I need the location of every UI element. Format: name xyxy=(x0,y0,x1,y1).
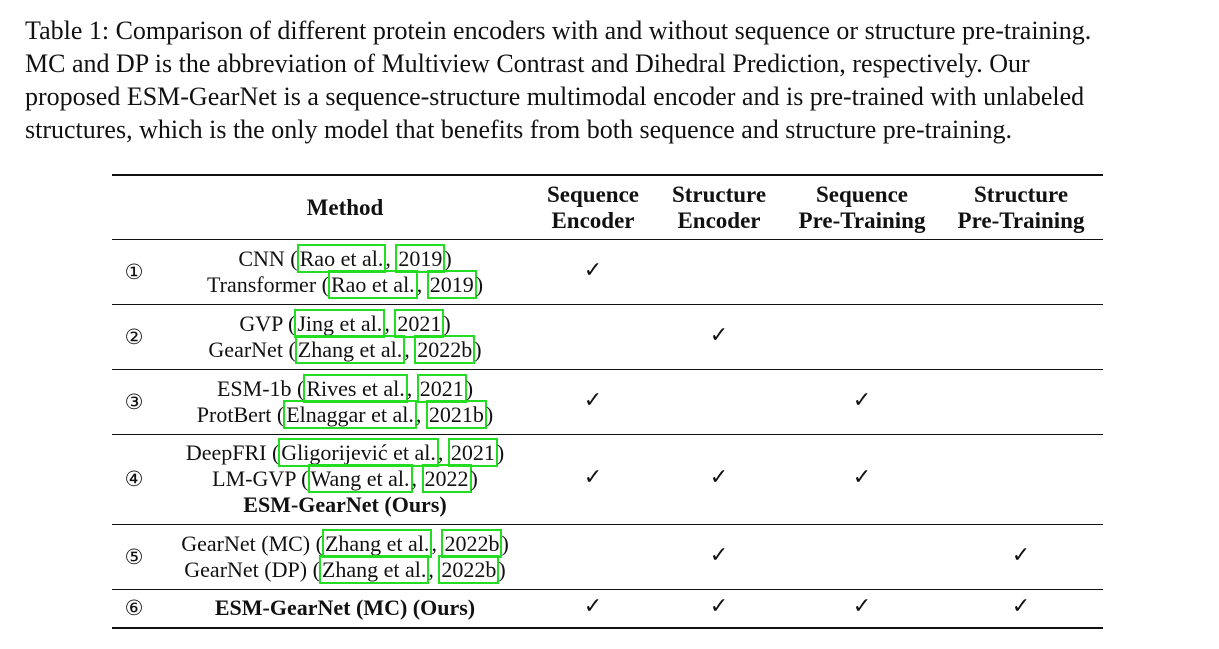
method-entry-ours: ESM-GearNet (MC) (Ours) xyxy=(214,595,476,620)
group-label: ③ xyxy=(124,390,144,414)
group-label: ⑤ xyxy=(124,545,144,569)
method-entry: CNN (Rao et al., 2019) xyxy=(238,244,452,273)
header-line: Structure xyxy=(671,182,767,207)
citation-author-link[interactable]: Jing et al. xyxy=(294,309,386,338)
method-entry: GearNet (DP) (Zhang et al., 2022b) xyxy=(184,555,506,584)
method-entry: GearNet (MC) (Zhang et al., 2022b) xyxy=(181,529,509,558)
check-mark: ✓ xyxy=(583,258,603,283)
group-rule xyxy=(112,369,1103,370)
header-line: Sequence xyxy=(816,182,908,207)
group-methods: GVP (Jing et al., 2021) GearNet (Zhang e… xyxy=(150,309,540,364)
header-line: Encoder xyxy=(677,208,761,233)
citation-author-link[interactable]: Zhang et al. xyxy=(294,335,406,364)
citation-year-link[interactable]: 2022 xyxy=(421,464,472,493)
citation-author-link[interactable]: Zhang et al. xyxy=(321,529,433,558)
group-methods: DeepFRI (Gligorijević et al., 2021) LM-G… xyxy=(150,438,540,518)
check-mark: ✓ xyxy=(583,594,603,619)
header-struct-encoder: Structure Encoder xyxy=(660,182,778,234)
citation-author-link[interactable]: Rives et al. xyxy=(303,374,408,403)
group-label: ⑥ xyxy=(124,596,144,620)
group-rule xyxy=(112,524,1103,525)
method-name: GVP xyxy=(239,311,283,336)
header-method: Method xyxy=(150,195,540,221)
check-mark: ✓ xyxy=(583,465,603,490)
citation-year-link[interactable]: 2019 xyxy=(426,270,477,299)
group-methods: CNN (Rao et al., 2019) Transformer (Rao … xyxy=(150,244,540,299)
check-mark: ✓ xyxy=(709,594,729,619)
check-mark: ✓ xyxy=(1011,594,1031,619)
method-entry: GearNet (Zhang et al., 2022b) xyxy=(208,335,482,364)
check-mark: ✓ xyxy=(852,594,872,619)
method-entry: ProtBert (Elnaggar et al., 2021b) xyxy=(196,400,494,429)
group-rule xyxy=(112,304,1103,305)
caption-line: structures, which is the only model that… xyxy=(25,115,1012,144)
caption-line: proposed ESM-GearNet is a sequence-struc… xyxy=(25,82,1085,111)
method-name: ESM-1b xyxy=(216,376,292,401)
citation-author-link[interactable]: Gligorijević et al. xyxy=(278,438,439,467)
check-mark: ✓ xyxy=(583,388,603,413)
check-mark: ✓ xyxy=(709,465,729,490)
check-mark: ✓ xyxy=(852,388,872,413)
citation-year-link[interactable]: 2021 xyxy=(394,309,445,338)
table-caption: Table 1: Comparison of different protein… xyxy=(25,14,1200,146)
method-name: ProtBert xyxy=(196,402,272,427)
citation-author-link[interactable]: Elnaggar et al. xyxy=(283,400,417,429)
method-entry: LM-GVP (Wang et al., 2022) xyxy=(212,464,478,493)
method-name: LM-GVP xyxy=(212,466,296,491)
citation-author-link[interactable]: Wang et al. xyxy=(307,464,413,493)
header-struct-pretraining: Structure Pre-Training xyxy=(948,182,1094,234)
citation-year-link[interactable]: 2021b xyxy=(425,400,487,429)
header-rule xyxy=(112,239,1103,240)
header-line: Pre-Training xyxy=(798,208,926,233)
check-mark: ✓ xyxy=(709,323,729,348)
method-entry: DeepFRI (Gligorijević et al., 2021) xyxy=(185,438,505,467)
group-label: ④ xyxy=(124,467,144,491)
bottom-rule xyxy=(112,627,1103,629)
method-name: GearNet (MC) xyxy=(181,531,311,556)
group-rule xyxy=(112,434,1103,435)
caption-line: MC and DP is the abbreviation of Multivi… xyxy=(25,49,1030,78)
top-rule xyxy=(112,174,1103,176)
group-methods: ESM-1b (Rives et al., 2021) ProtBert (El… xyxy=(150,374,540,429)
method-name: GearNet (DP) xyxy=(184,557,308,582)
check-mark: ✓ xyxy=(1011,543,1031,568)
method-name: GearNet xyxy=(208,337,283,362)
check-mark: ✓ xyxy=(852,465,872,490)
header-seq-pretraining: Sequence Pre-Training xyxy=(790,182,934,234)
check-mark: ✓ xyxy=(709,543,729,568)
group-rule xyxy=(112,589,1103,590)
method-entry: GVP (Jing et al., 2021) xyxy=(239,309,451,338)
method-entry: ESM-1b (Rives et al., 2021) xyxy=(216,374,474,403)
header-line: Sequence xyxy=(547,182,639,207)
group-label: ① xyxy=(124,260,144,284)
citation-year-link[interactable]: 2019 xyxy=(395,244,446,273)
header-method-label: Method xyxy=(306,195,384,220)
group-label: ② xyxy=(124,325,144,349)
citation-year-link[interactable]: 2022b xyxy=(438,555,500,584)
header-seq-encoder: Sequence Encoder xyxy=(538,182,648,234)
header-line: Encoder xyxy=(551,208,635,233)
citation-year-link[interactable]: 2021 xyxy=(416,374,467,403)
citation-year-link[interactable]: 2022b xyxy=(441,529,503,558)
header-line: Structure xyxy=(973,182,1069,207)
group-methods: GearNet (MC) (Zhang et al., 2022b) GearN… xyxy=(150,529,540,584)
citation-year-link[interactable]: 2022b xyxy=(414,335,476,364)
method-name: DeepFRI xyxy=(185,440,267,465)
citation-author-link[interactable]: Rao et al. xyxy=(296,244,387,273)
method-entry-ours: ESM-GearNet (Ours) xyxy=(243,492,447,517)
caption-line: Table 1: Comparison of different protein… xyxy=(25,16,1092,45)
citation-year-link[interactable]: 2021 xyxy=(447,438,498,467)
citation-author-link[interactable]: Zhang et al. xyxy=(318,555,430,584)
citation-author-link[interactable]: Rao et al. xyxy=(327,270,418,299)
method-entry: Transformer (Rao et al., 2019) xyxy=(206,270,484,299)
method-name: Transformer xyxy=(206,272,317,297)
header-line: Pre-Training xyxy=(957,208,1085,233)
method-name: CNN xyxy=(238,246,285,271)
group-methods: ESM-GearNet (MC) (Ours) xyxy=(150,595,540,621)
